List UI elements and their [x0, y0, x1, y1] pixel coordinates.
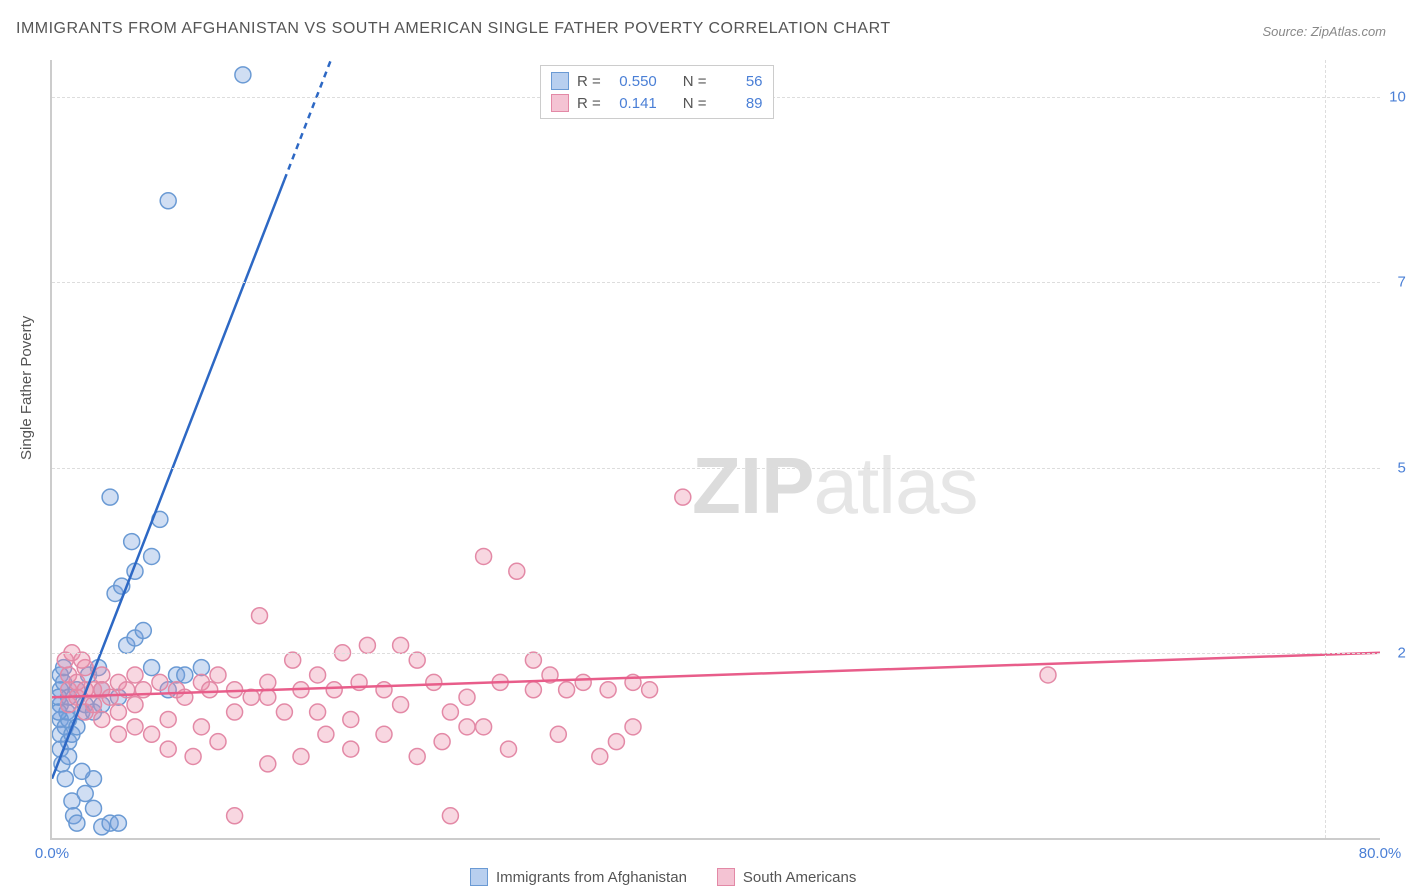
n-value-series-1: 56: [715, 73, 763, 90]
y-tick-label: 75.0%: [1385, 274, 1406, 291]
plot-svg: [52, 60, 1380, 838]
swatch-series-1: [470, 868, 488, 886]
n-label: N =: [683, 95, 707, 112]
y-tick-label: 100.0%: [1385, 89, 1406, 106]
plot-area: ZIPatlas 25.0%50.0%75.0%100.0%0.0%80.0%: [50, 60, 1380, 840]
x-tick-label: 80.0%: [1359, 845, 1402, 862]
source-attribution: Source: ZipAtlas.com: [1262, 24, 1386, 39]
chart-title: IMMIGRANTS FROM AFGHANISTAN VS SOUTH AME…: [16, 20, 891, 38]
legend-row-series-1: R = 0.550 N = 56: [551, 70, 763, 92]
legend-bottom: Immigrants from Afghanistan South Americ…: [470, 868, 856, 886]
watermark-atlas: atlas: [813, 441, 977, 530]
legend-label-series-1: Immigrants from Afghanistan: [496, 869, 687, 886]
r-label: R =: [577, 73, 601, 90]
r-value-series-2: 0.141: [609, 95, 657, 112]
x-tick-label: 0.0%: [35, 845, 69, 862]
legend-item-series-2: South Americans: [717, 868, 856, 886]
watermark-zip: ZIP: [692, 441, 813, 530]
y-axis-label: Single Father Poverty: [18, 316, 35, 460]
y-tick-label: 25.0%: [1385, 644, 1406, 661]
legend-correlation-box: R = 0.550 N = 56 R = 0.141 N = 89: [540, 65, 774, 119]
y-tick-label: 50.0%: [1385, 459, 1406, 476]
legend-row-series-2: R = 0.141 N = 89: [551, 92, 763, 114]
n-label: N =: [683, 73, 707, 90]
swatch-series-1: [551, 72, 569, 90]
watermark: ZIPatlas: [692, 440, 977, 532]
legend-item-series-1: Immigrants from Afghanistan: [470, 868, 687, 886]
legend-label-series-2: South Americans: [743, 869, 856, 886]
n-value-series-2: 89: [715, 95, 763, 112]
swatch-series-2: [551, 94, 569, 112]
r-value-series-1: 0.550: [609, 73, 657, 90]
swatch-series-2: [717, 868, 735, 886]
r-label: R =: [577, 95, 601, 112]
